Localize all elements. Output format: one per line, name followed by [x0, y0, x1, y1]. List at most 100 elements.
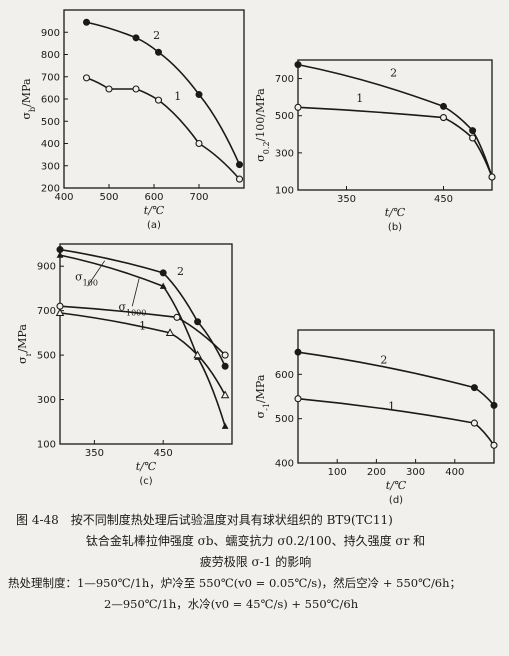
leader-line [87, 260, 106, 287]
data-point [490, 401, 498, 409]
y-tick-label: 500 [275, 111, 294, 122]
series-line [297, 397, 495, 446]
series-line [59, 305, 226, 356]
panel-caption: (b) [388, 222, 402, 233]
x-tick-label: 600 [144, 192, 163, 203]
y-tick-label: 800 [41, 50, 60, 61]
leader-line [131, 278, 140, 307]
chart-panel-a: 400 500 600 700 200 300 400 500 600 700 800 900 t/℃ σ… [20, 9, 245, 231]
x-axis-label: t/℃ [385, 206, 406, 219]
data-point [439, 114, 448, 122]
y-tick-label: 400 [275, 459, 294, 470]
series-label: 2 [390, 66, 397, 79]
data-point [82, 74, 91, 82]
data-point [490, 441, 498, 449]
figure-panels: 400 500 600 700 200 300 400 500 600 700 800 900 t/℃ σ… [16, 9, 498, 506]
x-tick-label: 100 [328, 467, 347, 478]
y-tick-label: 300 [275, 148, 294, 159]
series-line [297, 351, 495, 406]
data-point [105, 85, 113, 93]
data-point [469, 127, 477, 135]
data-point [195, 91, 203, 99]
y-axis-label: σr/MPa [16, 324, 33, 364]
x-axis-label: t/℃ [136, 460, 157, 473]
y-tick-label: 700 [41, 72, 60, 83]
caption-line-3: 疲劳极限 σ-1 的影响 [199, 555, 312, 569]
x-axis-label: t/℃ [144, 204, 165, 217]
caption-line-2: 钛合金轧棒拉伸强度 σb、蠕变抗力 σ0.2/100、持久强度 σr 和 [85, 534, 426, 548]
data-point [294, 103, 302, 111]
x-axis-label: t/℃ [386, 479, 407, 492]
series-label: 2 [153, 29, 160, 42]
x-tick-label: 350 [337, 194, 356, 205]
data-point [195, 139, 203, 148]
y-tick-label: 300 [37, 395, 56, 406]
y-tick-label: 500 [41, 117, 60, 128]
chart-panel-c: 350 450 100 300 500 700 900 t/℃ σr/MPa (c) σ100 σ10… [16, 243, 233, 487]
figure-caption: 图 4-48 按不同制度热处理后试验温度对具有球状组织的 BT9(TC11) 钛… [8, 510, 503, 615]
data-point [469, 134, 477, 142]
series-label: 1 [356, 92, 363, 105]
plot-frame-c [59, 243, 233, 445]
data-point [470, 419, 478, 427]
data-point [132, 34, 140, 42]
series-label-sigma100: σ100 [75, 271, 98, 288]
y-tick-label: 100 [37, 440, 56, 451]
data-point [173, 313, 181, 321]
data-point [194, 318, 202, 326]
y-tick-label: 300 [41, 161, 60, 172]
data-point [220, 390, 230, 399]
x-tick-label: 200 [367, 467, 386, 478]
data-point [470, 384, 478, 392]
y-tick-label: 600 [41, 95, 60, 106]
y-tick-label: 700 [275, 74, 294, 85]
x-tick-label: 500 [99, 192, 118, 203]
chart-panel-d: 100 200 300 400 400 500 600 t/℃ σ-1/MPa (d) 2 1 [254, 329, 498, 506]
series-line [86, 21, 241, 165]
caption-line-4: 热处理制度：1—950℃/1h，炉冷至 550℃(v0 = 0.05℃/s)，然… [8, 576, 462, 590]
plot-frame-d [297, 329, 495, 464]
series-line [59, 254, 226, 427]
y-tick-label: 100 [275, 186, 294, 197]
x-tick-label: 450 [154, 448, 173, 459]
y-tick-label: 400 [41, 139, 60, 150]
x-tick-label: 700 [189, 192, 208, 203]
series-line [86, 77, 241, 180]
data-point [154, 96, 163, 104]
data-point [235, 175, 244, 183]
x-tick-label: 400 [54, 192, 73, 203]
series-label: 2 [380, 353, 387, 366]
data-point [221, 362, 229, 370]
series-line [59, 248, 226, 367]
y-axis-label: σb/MPa [20, 78, 37, 120]
y-tick-label: 900 [37, 262, 56, 273]
x-tick-label: 400 [445, 467, 464, 478]
data-point [236, 161, 243, 169]
data-point [83, 18, 90, 26]
x-tick-label: 300 [406, 467, 425, 478]
data-point [221, 422, 229, 429]
caption-line-1: 图 4-48 按不同制度热处理后试验温度对具有球状组织的 BT9(TC11) [16, 513, 393, 527]
data-point [221, 351, 229, 359]
series-label: 1 [388, 400, 395, 413]
series-line [297, 106, 493, 178]
data-point [159, 269, 167, 277]
caption-line-5: 2—950℃/1h，水冷(v0 = 45℃/s) + 550℃/6h [104, 597, 359, 611]
data-point [440, 102, 447, 110]
data-point [155, 48, 162, 56]
data-point [193, 350, 202, 359]
data-point [132, 85, 140, 93]
data-point [159, 282, 167, 289]
plot-frame-b [297, 59, 493, 191]
x-tick-label: 450 [434, 194, 453, 205]
y-tick-label: 600 [275, 370, 294, 381]
panel-caption: (d) [389, 495, 403, 506]
data-point [165, 328, 175, 336]
data-point [488, 173, 496, 181]
y-axis-label: σ0.2/100/MPa [254, 88, 271, 162]
chart-panel-b: 350 450 100 300 500 700 t/℃ σ0.2/100/MPa (b) 2 1 [254, 59, 496, 233]
x-tick-label: 350 [85, 448, 104, 459]
data-point [294, 348, 302, 356]
data-point [55, 308, 65, 316]
